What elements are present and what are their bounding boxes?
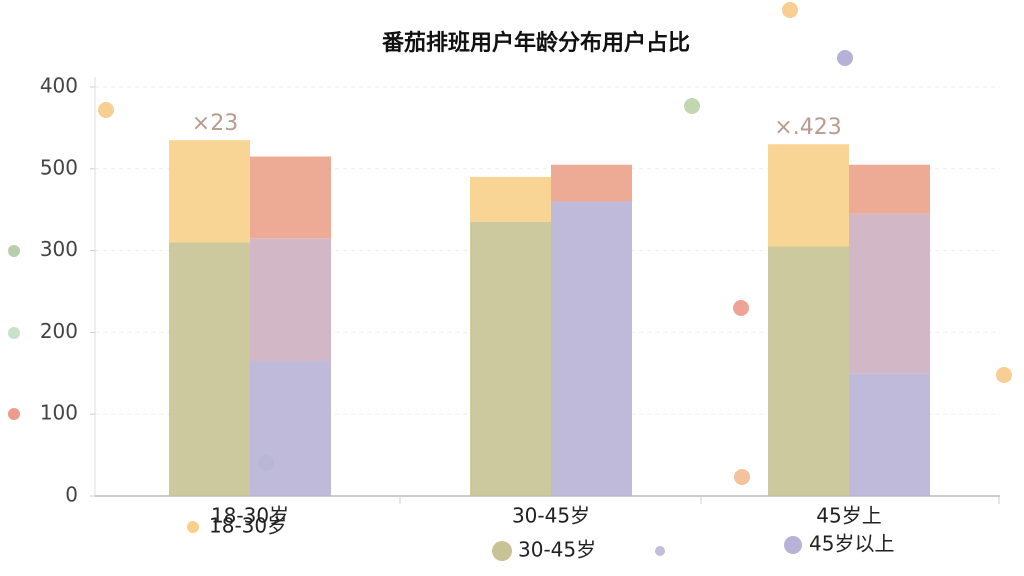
bar-segment	[849, 164, 930, 214]
legend-marker	[187, 521, 199, 533]
bar-segment	[849, 213, 930, 374]
bar-segment	[250, 156, 331, 239]
bar-segment	[551, 201, 632, 496]
legend-label: 18-30岁	[209, 514, 287, 538]
x-tick-label: 45岁上	[816, 504, 881, 528]
y-tick-label: 300	[40, 237, 78, 261]
legend-marker	[492, 541, 512, 561]
bar-segment	[768, 246, 849, 496]
x-tick-label: 18-30岁	[211, 504, 289, 528]
bar-segment	[470, 176, 551, 222]
bar-segment	[768, 144, 849, 247]
annotation: ×23	[192, 111, 238, 136]
y-tick-label: 400	[40, 74, 78, 98]
legend-marker	[784, 536, 802, 554]
bar-segment	[169, 242, 250, 496]
legend-label: 45岁以上	[809, 532, 894, 556]
bar-segment	[250, 361, 331, 496]
bar-segment	[169, 140, 250, 243]
bar-segment	[250, 238, 331, 362]
y-tick-label: 0	[65, 483, 78, 507]
y-tick-label: 200	[40, 319, 78, 343]
chart-title: 番茄排班用户年龄分布用户占比	[381, 30, 690, 56]
annotation: ×.423	[774, 115, 841, 140]
y-tick-label: 100	[40, 401, 78, 425]
bar-segment	[849, 373, 930, 496]
legend-label: 30-45岁	[518, 538, 596, 562]
bar-segment	[551, 164, 632, 202]
x-tick-label: 30-45岁	[512, 504, 590, 528]
bar-segment	[470, 221, 551, 496]
y-tick-label: 500	[40, 155, 78, 179]
